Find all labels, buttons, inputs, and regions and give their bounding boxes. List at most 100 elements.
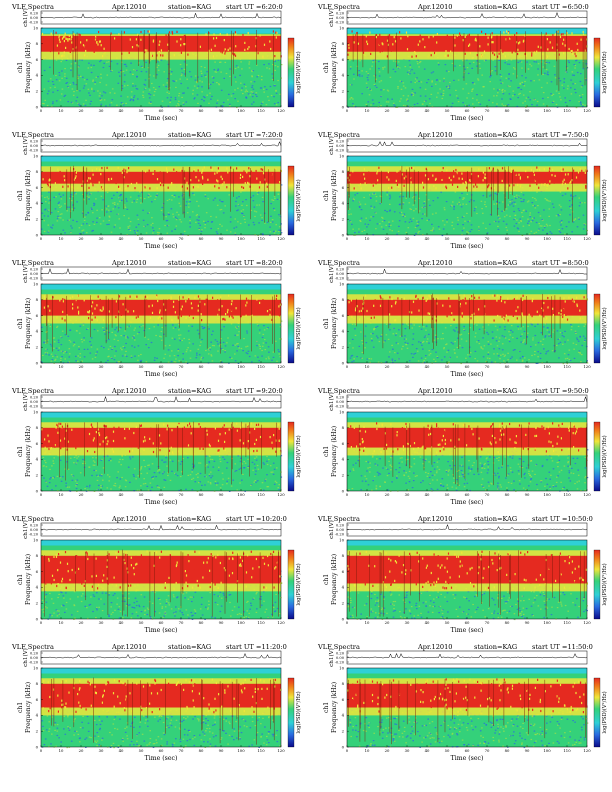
band-texture xyxy=(468,33,470,36)
noise-speck xyxy=(219,209,221,211)
noise-speck xyxy=(185,351,188,353)
noise-speck xyxy=(103,62,105,64)
band-texture xyxy=(231,317,233,320)
noise-speck xyxy=(147,67,150,69)
noise-speck xyxy=(445,70,448,72)
band-texture xyxy=(468,317,470,320)
noise-speck xyxy=(388,223,391,225)
band-texture xyxy=(405,31,408,34)
noise-speck xyxy=(52,91,54,93)
noise-speck xyxy=(462,76,465,78)
band-texture xyxy=(552,168,554,172)
noise-speck xyxy=(77,360,79,362)
noise-speck xyxy=(414,200,416,202)
noise-speck xyxy=(439,88,441,90)
band-texture xyxy=(386,55,388,58)
noise-speck xyxy=(512,205,515,207)
noise-speck xyxy=(446,219,448,221)
noise-speck xyxy=(220,329,223,331)
band-texture xyxy=(246,177,249,180)
noise-speck xyxy=(556,330,559,332)
band-texture xyxy=(586,298,588,301)
noise-speck xyxy=(50,353,53,355)
band-texture xyxy=(505,38,507,41)
noise-speck xyxy=(564,233,566,235)
noise-speck xyxy=(186,201,188,203)
band-texture xyxy=(106,166,108,169)
band-texture xyxy=(366,309,368,313)
noise-speck xyxy=(92,212,94,214)
noise-speck xyxy=(53,347,55,349)
band-texture xyxy=(83,299,85,302)
noise-speck xyxy=(463,71,466,74)
band-texture xyxy=(419,40,421,43)
band-texture xyxy=(183,175,185,178)
noise-speck xyxy=(183,337,185,340)
band-texture xyxy=(573,169,575,172)
noise-speck xyxy=(538,79,541,81)
noise-speck xyxy=(466,212,468,214)
noise-speck xyxy=(79,90,81,92)
band-texture xyxy=(462,39,464,42)
noise-speck xyxy=(386,211,388,213)
band-texture xyxy=(388,178,390,181)
noise-speck xyxy=(549,224,551,227)
noise-speck xyxy=(47,198,50,200)
noise-speck xyxy=(67,361,69,363)
band-texture xyxy=(270,47,272,51)
band-texture xyxy=(524,34,526,37)
noise-speck xyxy=(237,343,239,345)
noise-speck xyxy=(380,362,383,364)
noise-speck xyxy=(261,349,263,352)
band-texture xyxy=(484,312,486,316)
band-texture xyxy=(158,43,160,46)
band-texture xyxy=(217,312,219,315)
noise-speck xyxy=(388,356,390,358)
band-texture xyxy=(561,169,563,172)
band-texture xyxy=(100,44,102,47)
noise-speck xyxy=(238,331,240,333)
x-tick-label: 110 xyxy=(257,364,265,369)
noise-speck xyxy=(105,84,108,86)
noise-speck xyxy=(349,357,352,359)
noise-speck xyxy=(552,206,555,208)
noise-speck xyxy=(143,83,146,85)
band-texture xyxy=(476,311,478,315)
band-texture xyxy=(203,166,205,169)
band-texture xyxy=(97,43,99,46)
band-texture xyxy=(567,187,569,190)
noise-speck xyxy=(277,59,280,61)
band-texture xyxy=(504,55,506,58)
noise-speck xyxy=(461,233,463,236)
noise-speck xyxy=(227,99,229,101)
noise-speck xyxy=(77,103,80,105)
band-texture xyxy=(250,43,253,46)
noise-speck xyxy=(179,340,181,342)
noise-speck xyxy=(49,66,51,68)
band-texture xyxy=(509,184,511,187)
noise-speck xyxy=(443,80,445,82)
band-texture xyxy=(542,53,544,56)
noise-speck xyxy=(125,337,127,339)
band-texture xyxy=(154,179,156,182)
noise-speck xyxy=(511,203,513,205)
noise-speck xyxy=(189,357,192,359)
noise-speck xyxy=(43,215,46,217)
noise-speck xyxy=(275,340,277,342)
band-texture xyxy=(349,174,351,177)
band-texture xyxy=(197,173,199,176)
noise-speck xyxy=(370,104,372,106)
band-texture xyxy=(127,42,129,45)
noise-speck xyxy=(268,351,270,353)
noise-speck xyxy=(522,210,525,212)
noise-speck xyxy=(512,95,514,97)
noise-speck xyxy=(445,201,448,203)
noise-speck xyxy=(73,207,76,209)
noise-speck xyxy=(207,324,209,326)
band-texture xyxy=(194,179,196,183)
noise-speck xyxy=(193,98,195,100)
noise-speck xyxy=(110,210,112,213)
band-texture xyxy=(56,316,58,319)
band-texture xyxy=(350,310,352,313)
noise-speck xyxy=(370,216,372,218)
